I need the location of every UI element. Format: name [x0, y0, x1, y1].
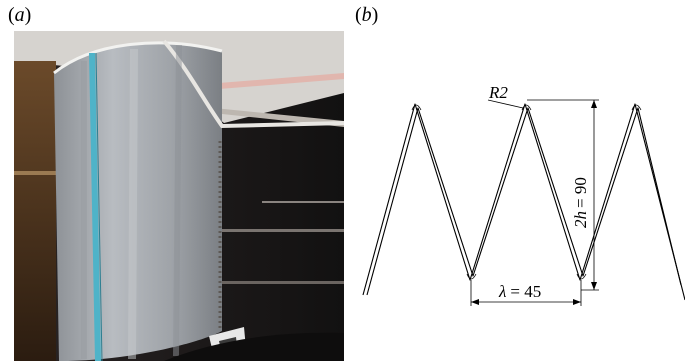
wing-leading-edge	[53, 41, 223, 75]
teal-strip-edge	[95, 52, 103, 361]
height-arrow-bottom	[591, 282, 597, 290]
apex-fillet	[521, 104, 532, 111]
left-wall-rail	[14, 171, 56, 175]
rail-upper	[219, 229, 344, 232]
panel-b-label: (b)	[355, 4, 379, 26]
radius-leader	[487, 99, 524, 109]
height-label: 2h= 90	[571, 177, 590, 228]
corrugated-profile-inner	[366, 107, 682, 296]
valley-fillet	[466, 273, 477, 280]
ceiling-rail	[194, 106, 344, 127]
wind-tunnel-photo	[14, 31, 344, 361]
corrugation-band	[173, 44, 182, 357]
floor	[164, 332, 344, 361]
valley-fillet	[576, 273, 587, 280]
profile-drawing: R2 2h= 90 λ = 45	[362, 83, 685, 306]
wavelength-arrow-right	[573, 299, 581, 305]
rail-lower	[219, 281, 344, 284]
ceiling-tape	[219, 73, 344, 89]
panel-a-label: (a)	[8, 4, 32, 26]
end-plate-edge	[162, 39, 344, 129]
radius-label: R2	[488, 83, 508, 102]
wavelength-label: λ = 45	[498, 282, 541, 301]
wavelength-arrow-left	[471, 299, 479, 305]
rail-top	[262, 201, 344, 203]
height-arrow-top	[591, 100, 597, 108]
corrugated-profile	[362, 103, 685, 301]
apex-fillet	[411, 104, 422, 111]
apex-fillet	[631, 104, 642, 111]
left-wall	[14, 61, 56, 361]
teal-strip	[89, 52, 101, 361]
corrugation-band	[128, 48, 138, 360]
